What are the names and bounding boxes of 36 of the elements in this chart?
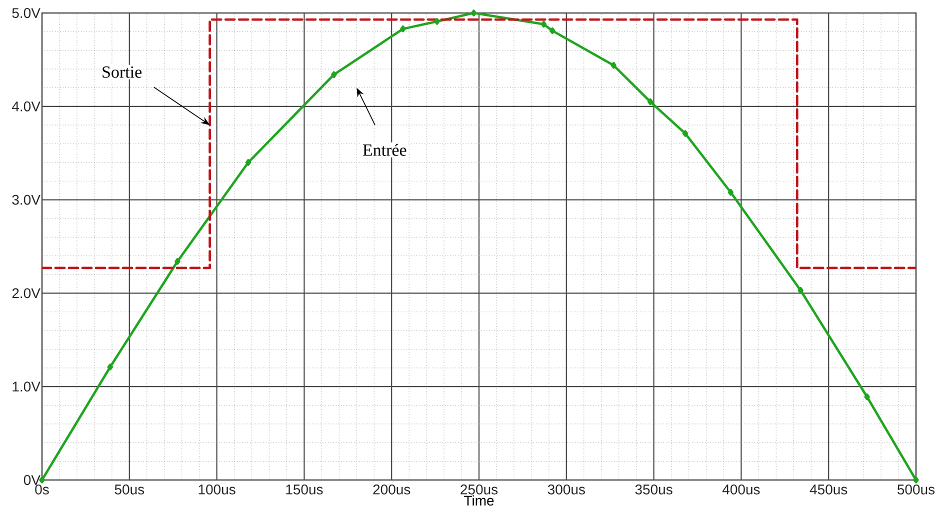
annotation: Entrée	[362, 144, 406, 156]
point	[470, 10, 477, 16]
point	[331, 71, 337, 78]
x-axis-title: Time	[464, 495, 494, 506]
y-tick-label: 2.0V	[12, 288, 40, 298]
point	[174, 258, 180, 265]
point	[434, 18, 440, 25]
point	[245, 159, 252, 166]
point	[728, 188, 734, 196]
point	[864, 393, 870, 400]
x-tick-label: 0s	[35, 484, 49, 494]
y-tick-label: 0V	[24, 475, 40, 485]
x-tick-label: 100us	[198, 484, 236, 494]
x-tick-label: 450us	[810, 484, 848, 494]
point	[540, 20, 547, 28]
point	[647, 98, 654, 106]
x-tick-label: 150us	[286, 484, 323, 494]
point	[610, 62, 616, 69]
y-tick-label: 3.0V	[12, 194, 40, 205]
y-tick-label: 4.0V	[12, 101, 40, 112]
annotation: Sortie	[102, 66, 142, 78]
point	[682, 130, 688, 137]
point	[550, 27, 556, 34]
x-tick-label: 350us	[635, 484, 672, 494]
x-tick-label: 200us	[373, 484, 410, 494]
x-tick-label: 500us	[897, 484, 935, 494]
x-tick-label: 400us	[722, 484, 760, 494]
x-tick-label: 50us	[114, 484, 144, 494]
y-tick-label: 5.0V	[12, 8, 40, 18]
y-tick-label: 1.0V	[12, 382, 40, 392]
x-tick-label: 250us	[460, 484, 498, 494]
x-tick-label: 300us	[548, 484, 585, 494]
point	[107, 364, 114, 370]
point	[798, 287, 804, 294]
point	[400, 25, 406, 32]
point	[913, 476, 919, 484]
